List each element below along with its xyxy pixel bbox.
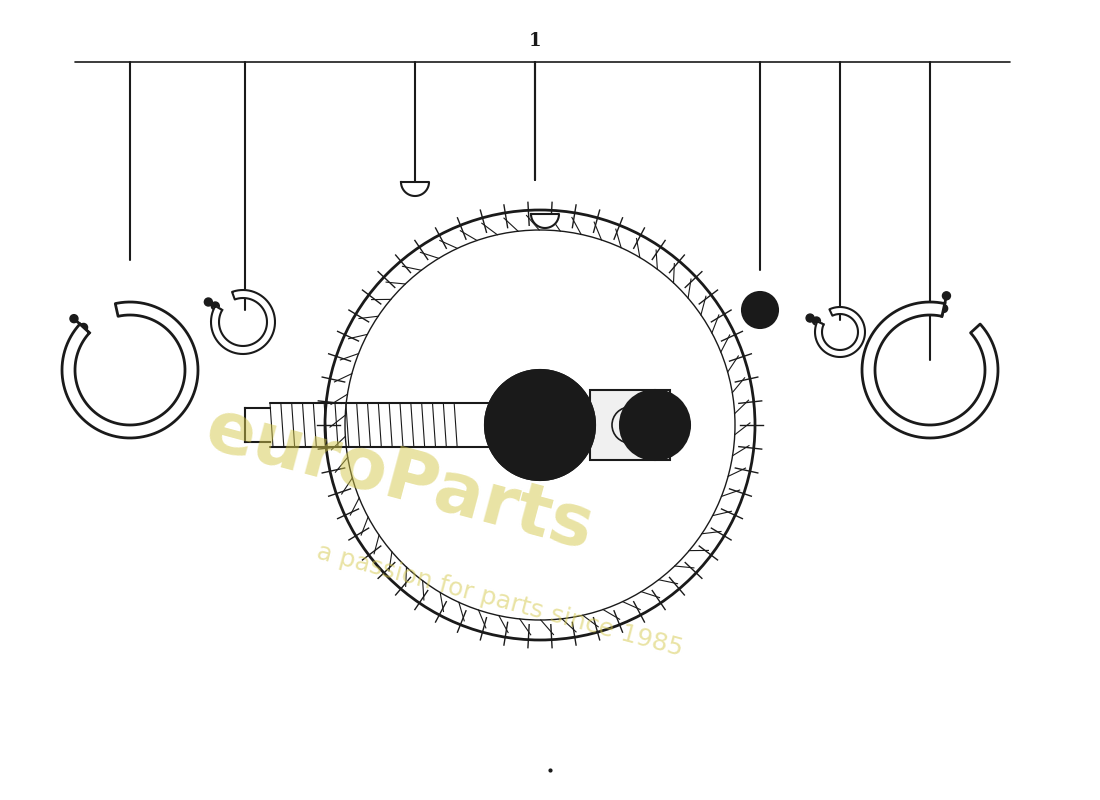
Circle shape [813,317,821,325]
Circle shape [485,370,595,480]
Text: 1: 1 [529,32,541,50]
Circle shape [79,323,88,331]
Circle shape [806,314,814,322]
Bar [590,390,670,460]
Circle shape [939,305,947,313]
Text: euroParts: euroParts [198,395,602,565]
Polygon shape [62,302,198,438]
Circle shape [943,292,950,300]
Polygon shape [531,214,559,228]
Circle shape [205,298,212,306]
Circle shape [502,438,513,450]
Circle shape [566,438,579,450]
Circle shape [534,381,546,393]
Polygon shape [815,307,865,357]
Circle shape [620,390,690,460]
Circle shape [211,302,219,310]
Circle shape [566,400,579,412]
Polygon shape [862,302,998,438]
Circle shape [70,314,78,322]
Circle shape [502,400,513,412]
Circle shape [742,292,778,328]
Polygon shape [402,182,429,196]
Circle shape [534,457,546,469]
Polygon shape [211,290,275,354]
Text: a passion for parts since 1985: a passion for parts since 1985 [315,539,685,661]
